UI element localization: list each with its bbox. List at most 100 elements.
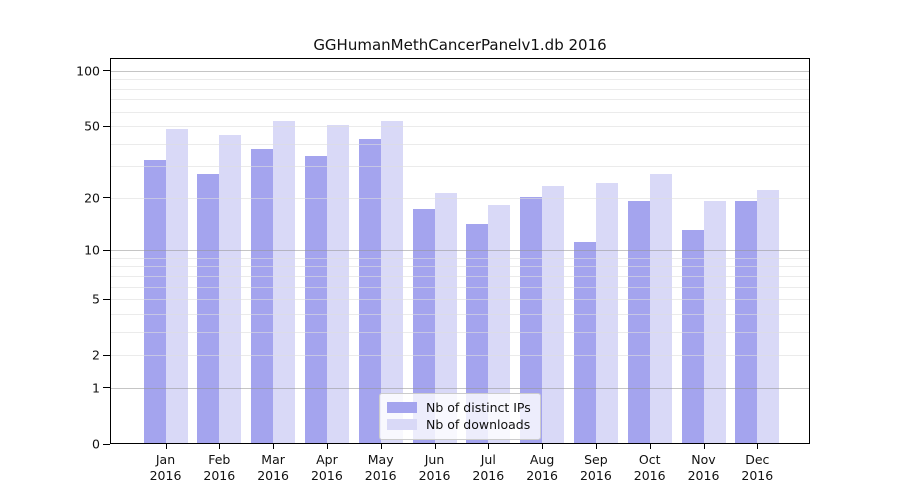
x-tick-month: Feb xyxy=(208,452,231,467)
x-tick-mark xyxy=(326,444,328,449)
minor-gridline xyxy=(111,143,809,145)
minor-gridline xyxy=(111,99,809,101)
x-tick-mark xyxy=(703,444,705,449)
x-tick-year: 2016 xyxy=(257,467,289,483)
x-tick-label: Aug 2016 xyxy=(514,452,570,483)
legend-row-nb-of-distinct-ips: Nb of distinct IPs xyxy=(387,399,531,416)
bar-nb-of-downloads-mar xyxy=(273,120,296,443)
chart-title: GGHumanMethCancerPanelv1.db 2016 xyxy=(313,36,607,54)
x-tick-mark xyxy=(649,444,651,449)
bar-nb-of-downloads-oct xyxy=(649,173,672,443)
x-tick-year: 2016 xyxy=(418,467,451,483)
y-tick-mark xyxy=(103,197,110,199)
x-tick-label: May 2016 xyxy=(353,452,409,483)
legend-swatch-nb-of-downloads xyxy=(387,419,417,430)
major-gridline xyxy=(111,126,809,128)
x-tick-year: 2016 xyxy=(579,467,612,483)
y-tick-mark xyxy=(103,249,110,251)
minor-gridline xyxy=(111,166,809,168)
x-tick-mark xyxy=(273,444,275,449)
x-tick-month: Apr xyxy=(316,452,338,467)
bar-nb-of-downloads-jan xyxy=(165,128,188,443)
y-tick-label: 2 xyxy=(92,347,100,363)
x-tick-year: 2016 xyxy=(526,467,558,483)
y-tick-label: 20 xyxy=(84,190,100,206)
x-tick-label: Oct 2016 xyxy=(622,452,678,483)
x-tick-mark xyxy=(219,444,221,449)
x-tick-month: Mar xyxy=(261,452,285,467)
x-tick-label: Mar 2016 xyxy=(245,452,301,483)
y-tick-mark xyxy=(103,70,110,72)
y-tick-label: 50 xyxy=(84,118,100,134)
bar-nb-of-distinct-ips-nov xyxy=(681,229,704,443)
bar-nb-of-downloads-jul xyxy=(488,205,511,443)
legend: Nb of distinct IPs Nb of downloads xyxy=(379,393,541,440)
y-tick-mark xyxy=(103,354,110,356)
x-tick-label: Dec 2016 xyxy=(729,452,785,483)
x-tick-month: Aug xyxy=(529,452,555,467)
y-tick-mark xyxy=(103,298,110,300)
legend-row-nb-of-downloads: Nb of downloads xyxy=(387,416,531,433)
minor-gridline xyxy=(111,79,809,81)
bar-nb-of-distinct-ips-mar xyxy=(251,149,274,443)
x-tick-mark xyxy=(595,444,597,449)
y-tick-mark xyxy=(103,443,110,445)
x-tick-mark xyxy=(380,444,382,449)
y-tick-label: 10 xyxy=(84,242,100,258)
x-tick-month: Oct xyxy=(638,452,661,467)
bar-nb-of-distinct-ips-may xyxy=(358,139,381,443)
bar-nb-of-distinct-ips-jun xyxy=(412,209,435,443)
y-tick-mark xyxy=(103,387,110,389)
bar-nb-of-downloads-sep xyxy=(595,182,618,443)
bar-nb-of-distinct-ips-oct xyxy=(627,200,650,443)
x-tick-label: Sep 2016 xyxy=(568,452,624,483)
x-tick-mark xyxy=(488,444,490,449)
bar-nb-of-distinct-ips-jan xyxy=(143,160,166,443)
bar-nb-of-distinct-ips-dec xyxy=(735,200,758,443)
x-tick-year: 2016 xyxy=(741,467,774,483)
bar-nb-of-downloads-aug xyxy=(542,186,565,443)
x-tick-year: 2016 xyxy=(203,467,236,483)
bar-nb-of-downloads-nov xyxy=(703,200,726,443)
bar-nb-of-downloads-may xyxy=(380,120,403,443)
x-tick-year: 2016 xyxy=(687,467,720,483)
y-tick-label: 0 xyxy=(92,436,100,452)
y-tick-label: 5 xyxy=(92,291,100,307)
x-tick-month: Jan xyxy=(155,452,176,467)
legend-label-nb-of-distinct-ips: Nb of distinct IPs xyxy=(426,400,531,415)
x-tick-month: Jul xyxy=(480,452,496,467)
x-tick-label: Jan 2016 xyxy=(138,452,194,483)
x-tick-mark xyxy=(165,444,167,449)
y-tick-label: 100 xyxy=(76,63,100,79)
bar-nb-of-downloads-feb xyxy=(219,135,242,443)
minor-gridline xyxy=(111,111,809,113)
legend-swatch-nb-of-distinct-ips xyxy=(387,402,417,413)
x-tick-year: 2016 xyxy=(364,467,397,483)
x-tick-year: 2016 xyxy=(149,467,182,483)
x-tick-mark xyxy=(757,444,759,449)
x-tick-month: Dec xyxy=(745,452,770,467)
legend-label-nb-of-downloads: Nb of downloads xyxy=(426,417,531,432)
bar-nb-of-distinct-ips-sep xyxy=(573,242,596,443)
bar-nb-of-downloads-apr xyxy=(326,125,349,443)
decade-gridline xyxy=(111,70,809,72)
x-tick-month: Jun xyxy=(424,452,445,467)
bar-nb-of-distinct-ips-apr xyxy=(304,155,327,443)
x-tick-month: Sep xyxy=(584,452,608,467)
x-tick-label: Jul 2016 xyxy=(460,452,516,483)
x-tick-label: Nov 2016 xyxy=(676,452,732,483)
x-tick-label: Jun 2016 xyxy=(407,452,463,483)
y-tick-label: 1 xyxy=(92,380,100,396)
x-tick-year: 2016 xyxy=(310,467,343,483)
x-tick-month: Nov xyxy=(691,452,716,467)
x-tick-label: Apr 2016 xyxy=(299,452,355,483)
plot-area: Nb of distinct IPs Nb of downloads xyxy=(110,58,810,444)
x-tick-mark xyxy=(434,444,436,449)
y-tick-mark xyxy=(103,125,110,127)
x-tick-year: 2016 xyxy=(472,467,505,483)
x-tick-month: May xyxy=(367,452,394,467)
x-tick-label: Feb 2016 xyxy=(191,452,247,483)
bar-nb-of-distinct-ips-feb xyxy=(197,173,220,443)
x-tick-year: 2016 xyxy=(633,467,666,483)
